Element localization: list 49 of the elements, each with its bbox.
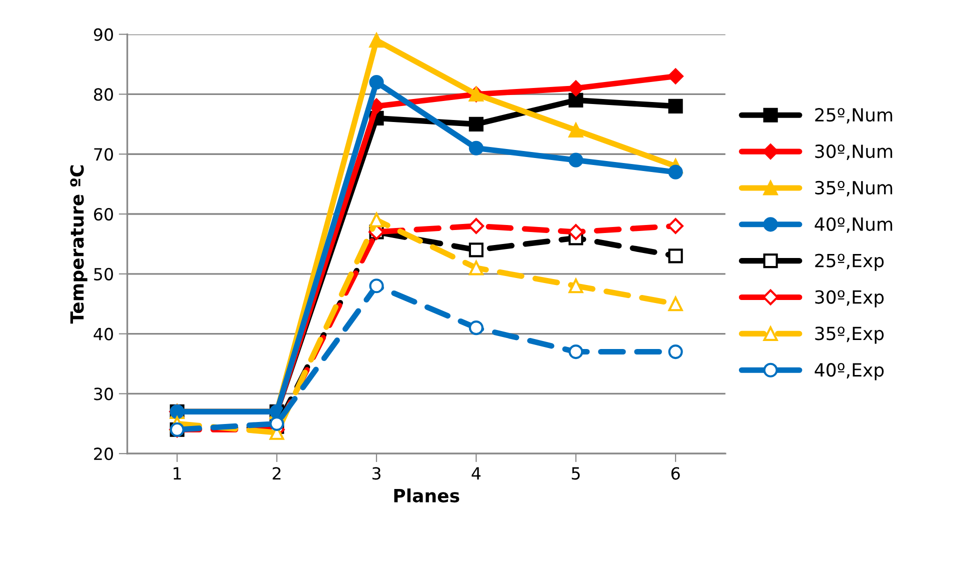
y-tick-label: 20	[94, 448, 113, 460]
point	[369, 74, 384, 90]
point	[668, 248, 683, 264]
point	[468, 140, 484, 156]
point	[468, 320, 484, 336]
point	[668, 344, 683, 360]
x-tick-label: 6	[671, 467, 680, 480]
x-tick-label: 3	[372, 467, 380, 480]
x-tick-label: 5	[572, 467, 580, 480]
point	[468, 116, 484, 132]
legend-label: 25º,Exp	[815, 254, 884, 271]
legend-label: 40º,Num	[814, 217, 892, 233]
point	[568, 224, 584, 240]
point	[270, 416, 284, 431]
point	[668, 164, 683, 180]
point	[468, 218, 484, 234]
legend-label: 25º,Num	[815, 108, 892, 124]
y-tick-label: 30	[94, 388, 113, 400]
y-tick-label: 50	[94, 268, 113, 280]
point	[568, 278, 584, 294]
y-tick-label: 90	[94, 28, 113, 41]
point	[468, 242, 484, 258]
point	[369, 33, 384, 48]
point	[568, 80, 584, 96]
legend-label: 30º,Num	[815, 144, 892, 160]
point	[568, 92, 584, 108]
y-tick-label: 70	[94, 148, 113, 161]
point	[668, 98, 683, 114]
x-tick-label: 4	[472, 467, 481, 480]
y-tick-label: 60	[94, 208, 113, 221]
point	[369, 212, 384, 228]
point	[369, 278, 384, 294]
legend-label: 40º,Exp	[814, 363, 884, 380]
legend-label: 35º,Num	[815, 180, 892, 196]
y-axis-title: Temperature ºC	[70, 165, 88, 324]
point	[468, 260, 484, 276]
point	[668, 218, 684, 234]
x-tick-label: 2	[272, 467, 280, 480]
point	[668, 68, 684, 84]
point	[568, 344, 584, 360]
point	[568, 152, 584, 168]
point	[668, 296, 683, 312]
legend-label: 35º,Exp	[815, 326, 884, 344]
y-tick-label: 80	[94, 88, 113, 101]
legend-label: 30º,Exp	[815, 290, 884, 308]
x-axis-title: Planes	[394, 488, 460, 502]
y-tick-label: 40	[94, 328, 113, 340]
x-tick-label: 1	[174, 467, 181, 480]
point	[568, 122, 584, 138]
